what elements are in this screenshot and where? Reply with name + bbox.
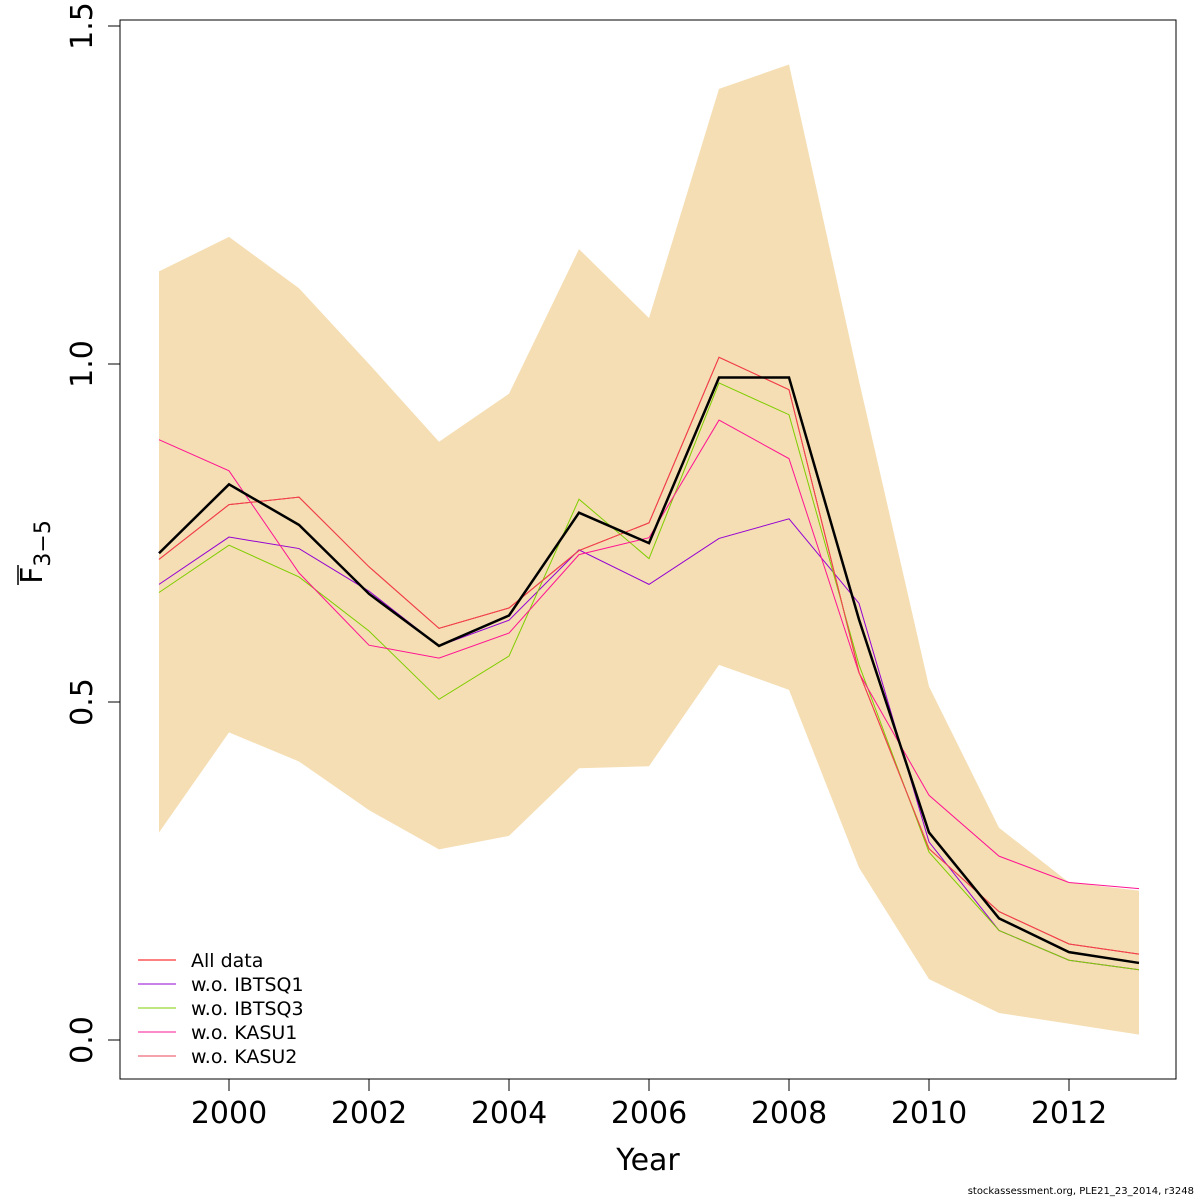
x-axis-title: Year [615,1143,680,1178]
y-tick-label: 0.5 [65,678,100,726]
legend-label: All data [191,950,263,972]
confidence-band [159,64,1139,1035]
y-axis-title-main: F [15,567,50,584]
svg-text:F3−5: F3−5 [15,520,56,584]
footer-credit: stockassessment.org, PLE21_23_2014, r324… [967,1186,1194,1197]
x-tick-label: 2012 [1031,1096,1107,1131]
y-axis-title-subscript: 3−5 [31,520,56,566]
main-series-line [158,376,1140,965]
y-tick-label: 0.0 [65,1016,100,1064]
x-tick-label: 2002 [331,1096,407,1131]
series-line-3 [158,419,1140,890]
x-tick-label: 2004 [471,1096,547,1131]
y-tick-label: 1.5 [65,2,100,50]
x-tick-label: 2010 [891,1096,967,1131]
x-axis: 2000 2002 2004 2006 2008 2010 2012 [191,1078,1107,1131]
x-tick-label: 2000 [191,1096,267,1131]
x-tick-label: 2006 [611,1096,687,1131]
legend-label: w.o. IBTSQ1 [191,974,304,996]
y-axis: 0.0 0.5 1.0 1.5 [65,2,121,1064]
series-line-1 [158,518,1140,971]
series-line-2 [158,382,1140,971]
x-tick-label: 2008 [751,1096,827,1131]
y-tick-label: 1.0 [65,340,100,388]
y-axis-title: F3−5 [15,520,56,585]
legend-label: w.o. IBTSQ3 [191,998,304,1020]
legend-label: w.o. KASU2 [191,1046,297,1068]
legend-label: w.o. KASU1 [191,1022,297,1044]
